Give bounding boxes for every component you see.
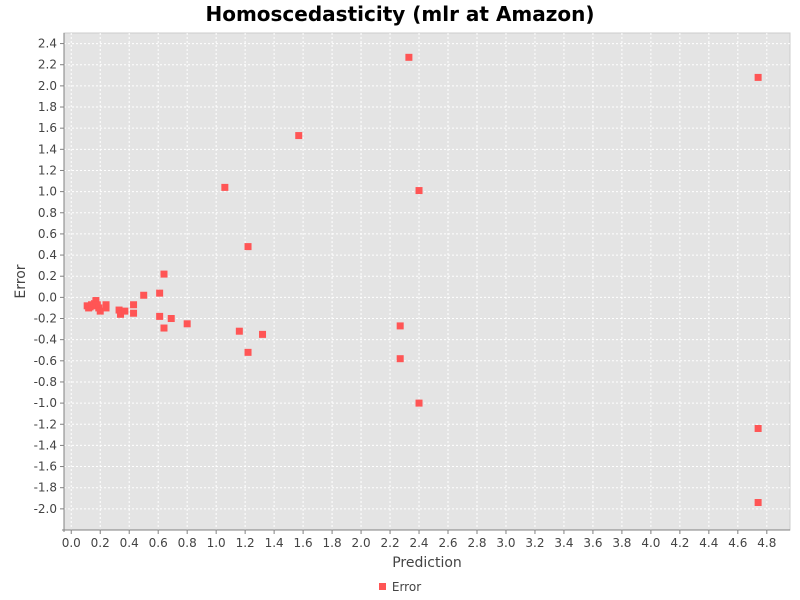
x-tick-label: 3.6 — [583, 536, 602, 550]
x-tick-label: 0.2 — [91, 536, 110, 550]
data-point — [130, 301, 138, 309]
data-point — [235, 327, 243, 335]
x-tick-label: 4.8 — [757, 536, 776, 550]
y-tick-label: 1.2 — [38, 163, 57, 177]
legend-swatch — [378, 583, 386, 590]
data-point — [396, 355, 404, 363]
x-tick-label: 2.2 — [381, 536, 400, 550]
data-point — [96, 307, 104, 315]
data-point — [405, 53, 413, 61]
y-tick-label: -1.2 — [34, 417, 57, 431]
data-point — [102, 304, 110, 312]
data-point — [415, 399, 423, 407]
x-tick-label: 2.4 — [409, 536, 428, 550]
y-tick-label: 1.4 — [38, 142, 57, 156]
x-tick-label: 3.0 — [496, 536, 515, 550]
plot-area — [63, 32, 791, 531]
x-tick-label: 1.0 — [207, 536, 226, 550]
y-tick-label: 0.8 — [38, 206, 57, 220]
y-tick-label: -1.6 — [34, 460, 57, 474]
data-point — [244, 348, 252, 356]
data-point — [259, 330, 267, 338]
x-tick-label: 0.4 — [120, 536, 139, 550]
legend: Error — [0, 580, 800, 594]
data-point — [160, 270, 168, 278]
data-point — [156, 312, 164, 320]
data-point — [121, 307, 129, 315]
legend-label: Error — [391, 580, 422, 594]
x-tick-label: 0.0 — [62, 536, 81, 550]
x-tick-label: 3.2 — [525, 536, 544, 550]
data-points — [83, 53, 762, 507]
data-point — [160, 324, 168, 332]
x-tick-label: 0.8 — [178, 536, 197, 550]
y-tick-label: 2.0 — [38, 79, 57, 93]
x-tick-label: 2.8 — [467, 536, 486, 550]
x-tick-label: 3.4 — [554, 536, 573, 550]
x-tick-label: 2.0 — [352, 536, 371, 550]
x-tick-label: 4.4 — [699, 536, 718, 550]
data-point — [130, 309, 138, 317]
y-tick-label: -0.4 — [34, 333, 57, 347]
data-point — [221, 183, 229, 191]
x-tick-label: 2.6 — [438, 536, 457, 550]
x-tick-label: 4.6 — [728, 536, 747, 550]
data-point — [92, 297, 100, 305]
y-tick-label: 1.8 — [38, 100, 57, 114]
data-point — [140, 291, 148, 299]
y-tick-label: 1.6 — [38, 121, 57, 135]
y-tick-label: -0.8 — [34, 375, 57, 389]
y-tick-label: -1.0 — [34, 396, 57, 410]
x-axis-title: Prediction — [392, 555, 462, 571]
y-tick-label: 0.0 — [38, 290, 57, 304]
data-point — [396, 322, 404, 330]
data-point — [183, 320, 191, 328]
y-tick-label: 2.4 — [38, 37, 57, 51]
x-tick-label: 4.2 — [670, 536, 689, 550]
x-tick-label: 1.4 — [265, 536, 284, 550]
data-point — [754, 73, 762, 81]
x-tick-label: 3.8 — [612, 536, 631, 550]
y-tick-label: -0.2 — [34, 312, 57, 326]
y-tick-label: 2.2 — [38, 58, 57, 72]
x-tick-label: 1.2 — [236, 536, 255, 550]
data-point — [754, 499, 762, 507]
data-point — [167, 315, 175, 323]
x-tick-label: 1.6 — [294, 536, 313, 550]
x-tick-label: 0.6 — [149, 536, 168, 550]
data-point — [244, 243, 252, 251]
y-tick-label: 0.2 — [38, 269, 57, 283]
y-axis-title: Error — [13, 264, 29, 298]
chart-title: Homoscedasticity (mlr at Amazon) — [205, 2, 595, 26]
data-point — [115, 306, 123, 314]
grid-lines — [64, 33, 790, 530]
axes: 2.4 2.2 2.0 1.8 1.6 1.4 1.2 1.0 0.8 0.6 0.4 0.2 0.0 -… — [34, 33, 790, 550]
data-point — [117, 310, 125, 318]
y-tick-label: -2.0 — [34, 502, 57, 516]
y-tick-label: -1.4 — [34, 438, 57, 452]
y-tick-label: -1.8 — [34, 481, 57, 495]
x-tick-label: 1.8 — [323, 536, 342, 550]
y-tick-label: 0.4 — [38, 248, 57, 262]
y-tick-label: -0.6 — [34, 354, 57, 368]
data-point — [415, 187, 423, 195]
data-point — [754, 424, 762, 432]
x-tick-label: 4.0 — [641, 536, 660, 550]
data-point — [156, 289, 164, 297]
data-point — [295, 132, 303, 140]
y-tick-label: 1.0 — [38, 185, 57, 199]
y-tick-label: 0.6 — [38, 227, 57, 241]
